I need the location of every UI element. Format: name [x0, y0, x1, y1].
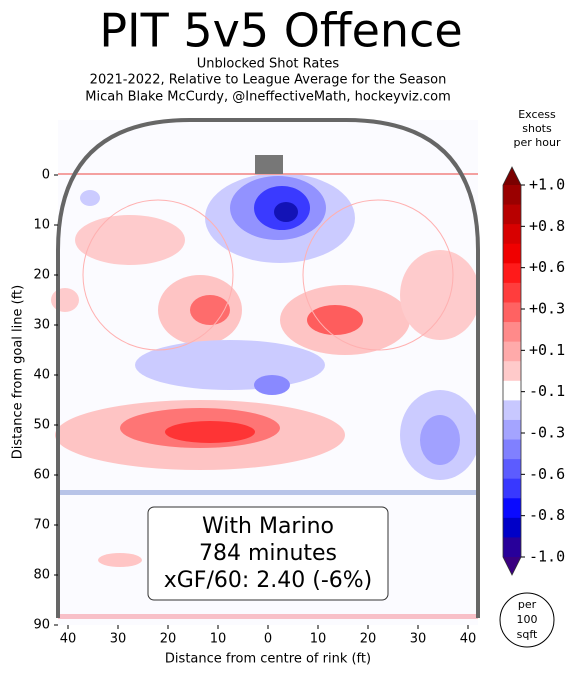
colorbar-tick-label: +0.1 [529, 341, 565, 359]
colorbar-band [503, 517, 521, 538]
contour [51, 288, 79, 312]
colorbar-band [503, 185, 521, 206]
colorbar-band [503, 380, 521, 401]
contour [80, 190, 100, 206]
unit-note: per [518, 598, 537, 611]
colorbar-tick-label: +0.3 [529, 300, 565, 318]
contour [400, 250, 480, 340]
chart-title: PIT 5v5 Offence [99, 4, 462, 58]
colorbar-tick-label: -0.6 [529, 465, 565, 483]
y-tick-label: 20 [33, 268, 50, 283]
contour [98, 553, 142, 567]
x-tick-label: 40 [460, 632, 477, 647]
colorbar-band [503, 204, 521, 225]
colorbar-title: shots [522, 122, 552, 135]
colorbar-band [503, 282, 521, 303]
colorbar-tick-label: -0.3 [529, 424, 565, 442]
colorbar-band [503, 243, 521, 264]
unit-note: 100 [517, 613, 538, 626]
colorbar-band [503, 419, 521, 441]
colorbar-band [503, 498, 521, 519]
colorbar-title: Excess [518, 108, 556, 121]
colorbar-band [503, 361, 521, 382]
annotation-box [147, 506, 389, 601]
x-tick-label: 20 [360, 632, 377, 647]
colorbar-band [503, 537, 521, 558]
colorbar-band [503, 478, 521, 499]
colorbar-band [503, 224, 521, 245]
contour [307, 305, 363, 335]
contours [51, 173, 480, 567]
colorbar-band [503, 439, 521, 460]
colorbar-band [503, 400, 521, 421]
contour [165, 421, 255, 443]
y-tick-label: 50 [33, 418, 50, 433]
contour [274, 202, 298, 222]
colorbar-title: per hour [514, 136, 561, 149]
x-tick-label: 10 [310, 632, 327, 647]
y-axis-label: Distance from goal line (ft) [11, 285, 26, 459]
y-tick-label: 30 [33, 318, 50, 333]
y-tick-label: 0 [42, 168, 50, 183]
colorbar-tick-label: -1.0 [529, 548, 565, 566]
colorbar-band [503, 302, 521, 323]
boards [56, 118, 480, 618]
x-axis-label: Distance from centre of rink (ft) [165, 652, 371, 667]
colorbar-band [503, 322, 521, 343]
colorbar-band [503, 263, 521, 284]
subtitle: Micah Blake McCurdy, @IneffectiveMath, h… [85, 90, 451, 105]
colorbar-tick-label: +0.6 [529, 258, 565, 276]
x-tick-label: 20 [160, 632, 177, 647]
colorbar-band [503, 459, 521, 480]
annotation: 784 minutes [199, 541, 337, 566]
subtitle: 2021-2022, Relative to League Average fo… [90, 73, 447, 88]
x-tick-label: 30 [110, 632, 127, 647]
y-tick-label: 40 [33, 368, 50, 383]
unit-badge [499, 592, 555, 648]
contour [420, 415, 460, 465]
annotation: With Marino [202, 514, 334, 539]
colorbar-tick-label: -0.8 [529, 506, 565, 524]
contour [75, 215, 185, 265]
faceoff-circle [82, 199, 234, 351]
contour [135, 340, 325, 390]
unit-note: sqft [517, 628, 538, 641]
faceoff-circle [302, 199, 454, 351]
x-tick-label: 10 [210, 632, 227, 647]
colorbar-tick-label: +0.8 [529, 217, 565, 235]
y-tick-label: 60 [33, 468, 50, 483]
subtitle: Unblocked Shot Rates [197, 57, 340, 72]
y-tick-label: 10 [33, 218, 50, 233]
y-tick-label: 80 [33, 568, 50, 583]
x-tick-label: 30 [410, 632, 427, 647]
colorbar-tick-label: -0.1 [529, 382, 565, 400]
y-tick-label: 90 [33, 618, 50, 633]
y-tick-label: 70 [33, 518, 50, 533]
colorbar-band [503, 341, 521, 362]
annotation: xGF/60: 2.40 (-6%) [164, 568, 373, 593]
blue-line [58, 490, 478, 495]
center-line [58, 614, 478, 619]
x-tick-label: 40 [60, 632, 77, 647]
goal-net [255, 155, 283, 174]
contour [254, 375, 290, 395]
x-tick-label: 0 [264, 632, 272, 647]
colorbar-tick-label: +1.0 [529, 176, 565, 194]
colorbar-cap [503, 167, 521, 185]
colorbar-cap [503, 557, 521, 575]
